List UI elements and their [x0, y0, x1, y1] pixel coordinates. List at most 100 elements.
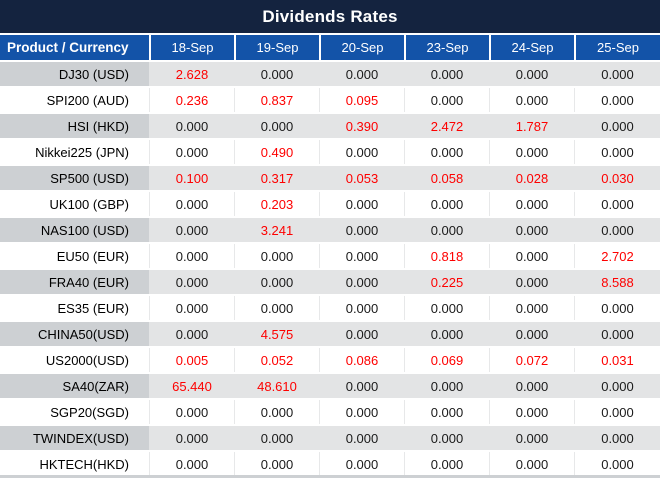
value-cell: 4.575: [234, 322, 319, 346]
value-cell: 2.472: [404, 114, 489, 138]
value-cell: 0.000: [404, 322, 489, 346]
value-cell: 0.837: [234, 88, 319, 112]
value-cell: 0.000: [149, 140, 234, 164]
value-cell: 0.000: [574, 192, 660, 216]
value-cell: 0.000: [489, 88, 574, 112]
value-cell: 0.000: [489, 400, 574, 424]
value-cell: 0.000: [489, 244, 574, 268]
product-cell: US2000(USD): [45, 352, 129, 368]
product-cell: DJ30 (USD): [0, 62, 149, 86]
value-cell: 0.000: [574, 62, 660, 86]
column-header-product-currency: Product / Currency: [0, 35, 149, 60]
value-cell: 0.000: [234, 114, 319, 138]
table-row: ES35 (EUR) 0.000 0.000 0.000 0.000 0.000 0.000: [0, 296, 660, 320]
table-row: CHINA50(USD) 0.000 4.575 0.000 0.000 0.000 0.0…: [0, 322, 660, 346]
value-cell: 0.000: [489, 62, 574, 86]
value-cell: 0.000: [574, 374, 660, 398]
value-cell: 0.000: [489, 426, 574, 450]
table-row: NAS100 (USD) 0.000 3.241 0.000 0.000 0.000 0.0…: [0, 218, 660, 242]
value-cell: 0.000: [404, 400, 489, 424]
value-cell: 0.000: [319, 218, 404, 242]
product-cell: SA40(ZAR): [0, 374, 149, 398]
table-row: TWINDEX(USD) 0.000 0.000 0.000 0.000 0.000 0.0…: [0, 426, 660, 450]
value-cell: 0.000: [489, 452, 574, 476]
value-cell: 0.000: [489, 296, 574, 320]
value-cell: 0.000: [319, 270, 404, 294]
value-cell: 0.000: [574, 322, 660, 346]
value-cell: 0.000: [149, 452, 234, 476]
value-cell: 0.000: [234, 62, 319, 86]
product-cell: Nikkei225 (JPN): [35, 144, 129, 160]
value-cell: 0.053: [319, 166, 404, 190]
table-row: SPI200 (AUD) 0.236 0.837 0.095 0.000 0.000 0.0…: [0, 88, 660, 112]
value-cell: 65.440: [149, 374, 234, 398]
product-cell: HSI (HKD): [0, 114, 149, 138]
value-cell: 0.000: [574, 140, 660, 164]
value-cell: 0.236: [149, 88, 234, 112]
product-cell: SP500 (USD): [0, 166, 149, 190]
column-header-date: 25-Sep: [574, 35, 660, 60]
value-cell: 0.095: [319, 88, 404, 112]
table-row: Nikkei225 (JPN) 0.000 0.490 0.000 0.000 0.000…: [0, 140, 660, 164]
product-cell: SGP20(SGD): [50, 404, 129, 420]
value-cell: 0.000: [404, 218, 489, 242]
value-cell: 0.000: [234, 244, 319, 268]
value-cell: 0.000: [234, 452, 319, 476]
value-cell: 0.000: [489, 374, 574, 398]
value-cell: 0.000: [319, 400, 404, 424]
value-cell: 8.588: [574, 270, 660, 294]
value-cell: 0.818: [404, 244, 489, 268]
value-cell: 0.490: [234, 140, 319, 164]
value-cell: 0.000: [149, 296, 234, 320]
value-cell: 0.000: [234, 426, 319, 450]
table-row: HSI (HKD) 0.000 0.000 0.390 2.472 1.787 0.000: [0, 114, 660, 138]
product-cell: UK100 (GBP): [49, 196, 129, 212]
value-cell: 0.000: [319, 62, 404, 86]
value-cell: 0.000: [319, 296, 404, 320]
table-row: EU50 (EUR) 0.000 0.000 0.000 0.818 0.000 2.702: [0, 244, 660, 268]
value-cell: 0.000: [149, 270, 234, 294]
column-header-date: 19-Sep: [234, 35, 319, 60]
table-row: US2000(USD) 0.005 0.052 0.086 0.069 0.072 0.03…: [0, 348, 660, 372]
value-cell: 0.000: [319, 452, 404, 476]
product-cell: NAS100 (USD): [0, 218, 149, 242]
table-row: SA40(ZAR) 65.440 48.610 0.000 0.000 0.000 0.00…: [0, 374, 660, 398]
value-cell: 0.000: [319, 140, 404, 164]
value-cell: 0.000: [489, 270, 574, 294]
dividends-rates-table: Product / Currency 18-Sep 19-Sep 20-Sep 23-…: [0, 33, 660, 478]
product-cell: CHINA50(USD): [0, 322, 149, 346]
page-title: Dividends Rates: [0, 0, 660, 33]
value-cell: 3.241: [234, 218, 319, 242]
value-cell: 0.000: [489, 322, 574, 346]
value-cell: 0.086: [319, 348, 404, 372]
value-cell: 0.000: [574, 296, 660, 320]
value-cell: 0.052: [234, 348, 319, 372]
table-row: SP500 (USD) 0.100 0.317 0.053 0.058 0.028 0.03…: [0, 166, 660, 190]
table-row: FRA40 (EUR) 0.000 0.000 0.000 0.225 0.000 8.58…: [0, 270, 660, 294]
value-cell: 0.000: [149, 322, 234, 346]
value-cell: 0.000: [404, 88, 489, 112]
header-row: Product / Currency 18-Sep 19-Sep 20-Sep 23-…: [0, 35, 660, 60]
value-cell: 1.787: [489, 114, 574, 138]
product-cell: ES35 (EUR): [57, 300, 129, 316]
product-cell: EU50 (EUR): [56, 248, 129, 264]
value-cell: 0.000: [149, 218, 234, 242]
value-cell: 0.000: [319, 322, 404, 346]
value-cell: 0.317: [234, 166, 319, 190]
value-cell: 0.028: [489, 166, 574, 190]
value-cell: 0.000: [149, 192, 234, 216]
table-row: DJ30 (USD) 2.628 0.000 0.000 0.000 0.000 0.000: [0, 62, 660, 86]
value-cell: 0.000: [404, 140, 489, 164]
value-cell: 0.000: [404, 452, 489, 476]
value-cell: 0.000: [404, 192, 489, 216]
value-cell: 0.225: [404, 270, 489, 294]
value-cell: 0.000: [489, 140, 574, 164]
value-cell: 0.000: [574, 114, 660, 138]
value-cell: 0.000: [319, 192, 404, 216]
value-cell: 0.000: [404, 296, 489, 320]
table-row: HKTECH(HKD) 0.000 0.000 0.000 0.000 0.000 0.00…: [0, 452, 660, 476]
value-cell: 0.000: [574, 426, 660, 450]
value-cell: 0.000: [234, 400, 319, 424]
column-header-date: 24-Sep: [489, 35, 574, 60]
